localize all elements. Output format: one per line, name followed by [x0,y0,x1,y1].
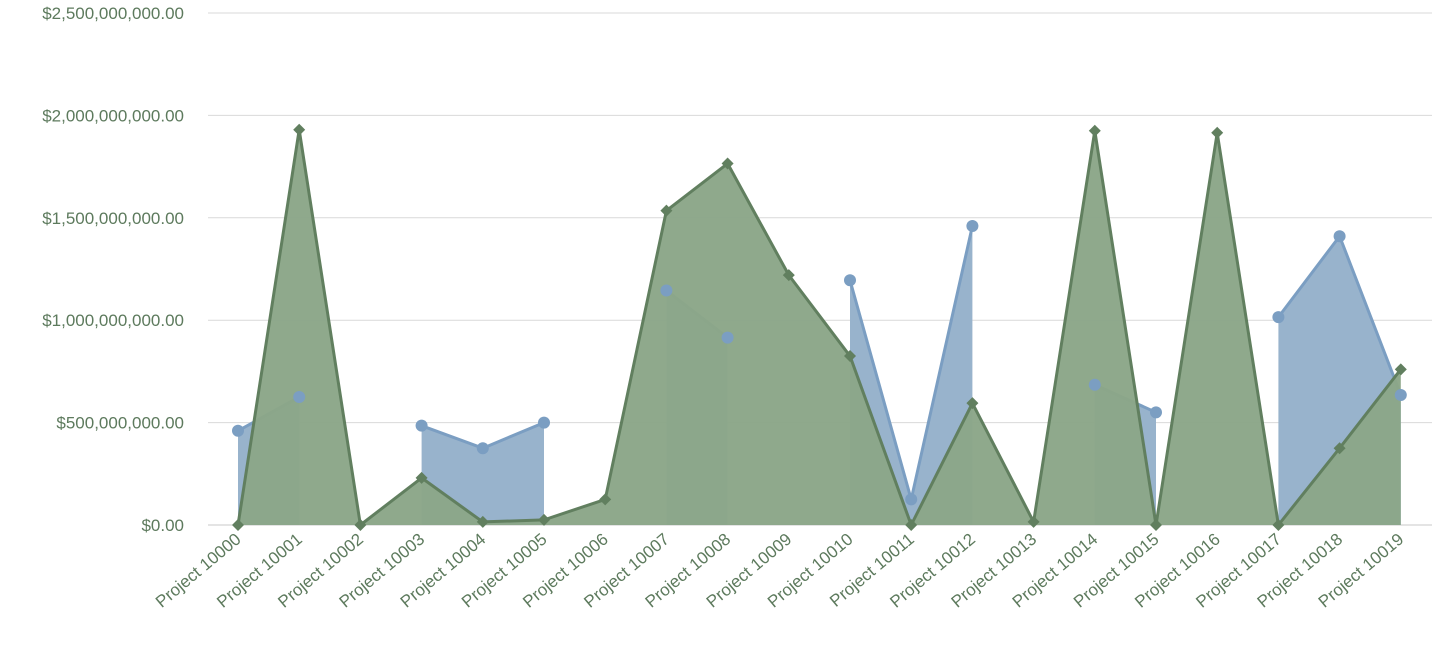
series-1-point[interactable] [1333,230,1346,243]
series-2-point[interactable] [415,471,428,484]
series-2-point[interactable] [599,493,612,506]
series-1-point[interactable] [232,424,244,437]
series-1-point[interactable] [1150,406,1162,419]
series-areas [236,128,1403,527]
series-1-point[interactable] [415,419,428,432]
series-2-point[interactable] [1394,363,1407,376]
series-1-point[interactable] [1272,311,1285,324]
series-2-point[interactable] [354,519,367,531]
series-2-point[interactable] [660,204,673,217]
series-2-point[interactable] [1150,519,1162,531]
series-1-point[interactable] [966,219,979,232]
series-1-point[interactable] [721,331,734,344]
series-2-point[interactable] [782,269,795,282]
series-2-point[interactable] [844,350,856,363]
series-1-point[interactable] [1088,378,1101,391]
series-2-point[interactable] [293,123,306,136]
y-tick-label: $2,000,000,000.00 [42,106,184,125]
series-2-point[interactable] [1211,126,1224,139]
series-1-point[interactable] [538,416,550,429]
series-2-point[interactable] [966,397,979,410]
series-2-area [238,129,1401,525]
series-2-point[interactable] [1272,519,1285,531]
y-tick-label: $500,000,000.00 [56,414,184,433]
series-2-point[interactable] [905,519,918,531]
y-tick-label: $0.00 [141,516,184,535]
series-1-point[interactable] [476,442,489,455]
series-2-point[interactable] [1333,442,1346,455]
series-2-point[interactable] [538,513,550,526]
y-axis: $0.00 $500,000,000.00 $1,000,000,000.00 $1,… [42,4,184,535]
series-2-point[interactable] [476,515,489,528]
series-1-point[interactable] [844,274,856,287]
series-markers [232,123,1407,531]
series-2-point[interactable] [721,157,734,170]
y-tick-label: $1,000,000,000.00 [42,311,184,330]
series-2-line [236,128,1402,527]
series-2-point[interactable] [232,519,244,531]
y-tick-label: $2,500,000,000.00 [42,4,184,23]
y-tick-label: $1,500,000,000.00 [42,209,184,228]
series-1-point[interactable] [1394,388,1407,401]
series-1-point[interactable] [905,493,918,506]
series-1-point[interactable] [660,284,673,297]
series-2-point[interactable] [1027,515,1040,528]
series-2-point[interactable] [1088,124,1101,137]
series-1-point[interactable] [293,391,306,403]
